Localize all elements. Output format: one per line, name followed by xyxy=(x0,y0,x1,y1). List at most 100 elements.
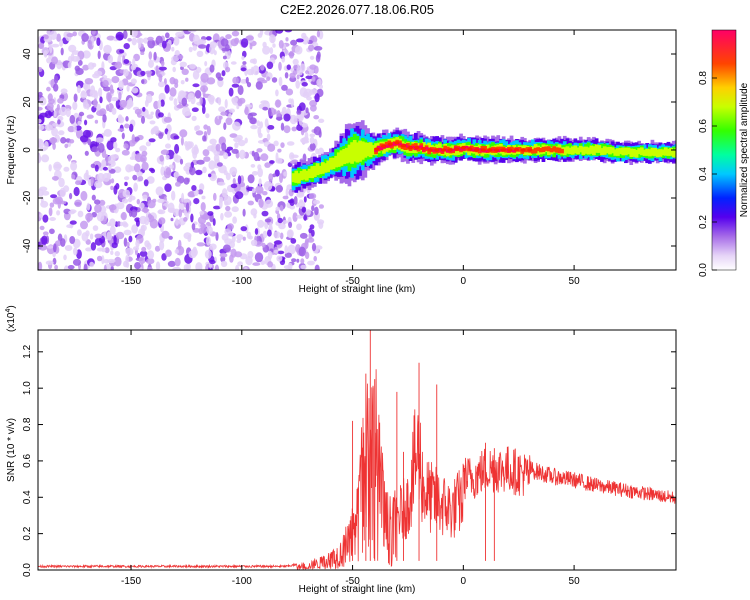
noise-blob xyxy=(145,141,151,147)
ridge-peak xyxy=(394,141,400,145)
noise-blob xyxy=(66,224,73,229)
ridge-cell xyxy=(560,148,564,154)
noise-blob xyxy=(134,262,141,270)
noise-blob xyxy=(142,106,146,112)
noise-blob xyxy=(94,237,103,246)
noise-blob xyxy=(206,125,211,136)
noise-blob xyxy=(132,174,138,181)
noise-blob xyxy=(280,122,285,131)
noise-blob xyxy=(167,202,175,213)
ridge-cell xyxy=(398,142,402,146)
noise-blob xyxy=(141,79,145,84)
noise-blob xyxy=(213,192,217,201)
noise-blob xyxy=(150,168,156,174)
noise-blob xyxy=(131,134,135,144)
noise-blob xyxy=(47,93,53,102)
noise-blob xyxy=(110,266,114,270)
noise-blob xyxy=(276,110,281,119)
noise-blob xyxy=(81,33,89,42)
noise-blob xyxy=(94,180,103,189)
noise-region xyxy=(38,30,325,270)
ridge-peak xyxy=(321,165,327,169)
noise-blob xyxy=(158,66,167,71)
noise-blob xyxy=(130,30,138,38)
noise-blob xyxy=(203,156,211,162)
noise-blob xyxy=(275,157,283,164)
noise-blob xyxy=(90,176,94,187)
noise-blob xyxy=(42,231,49,236)
ridge-peak xyxy=(454,147,460,151)
noise-blob xyxy=(84,150,89,156)
noise-blob xyxy=(133,53,141,62)
noise-blob xyxy=(223,122,227,130)
noise-blob xyxy=(269,222,273,231)
noise-blob xyxy=(301,137,306,145)
noise-blob xyxy=(313,199,320,205)
noise-blob xyxy=(231,83,240,88)
noise-blob xyxy=(75,67,84,76)
noise-blob xyxy=(53,243,57,253)
ridge-peak xyxy=(507,148,513,152)
noise-blob xyxy=(38,106,43,111)
noise-blob xyxy=(212,218,216,226)
noise-blob xyxy=(160,60,165,67)
ridge-cell xyxy=(666,148,671,156)
noise-blob xyxy=(96,103,101,112)
noise-blob xyxy=(296,223,302,231)
noise-blob xyxy=(174,143,180,154)
noise-blob xyxy=(309,64,317,70)
noise-blob xyxy=(38,118,42,124)
noise-blob xyxy=(143,179,149,187)
noise-blob xyxy=(221,188,228,198)
noise-blob xyxy=(206,236,211,246)
noise-blob xyxy=(224,201,229,206)
noise-blob xyxy=(153,51,157,61)
noise-blob xyxy=(217,181,226,186)
noise-blob xyxy=(264,218,272,223)
noise-blob xyxy=(288,98,293,104)
noise-blob xyxy=(313,126,322,136)
noise-blob xyxy=(237,175,242,185)
noise-blob xyxy=(254,252,264,263)
noise-blob xyxy=(188,30,197,33)
ridge-cell xyxy=(477,148,482,154)
ridge-cell xyxy=(477,148,482,151)
ridge-cell xyxy=(512,150,517,153)
noise-blob xyxy=(245,35,254,41)
noise-blob xyxy=(259,30,264,36)
noise-blob xyxy=(260,64,265,71)
ridge-cell xyxy=(637,148,641,155)
noise-blob xyxy=(267,229,272,237)
noise-blob xyxy=(131,224,139,234)
noise-blob xyxy=(313,46,323,51)
noise-blob xyxy=(240,67,247,72)
noise-blob xyxy=(94,233,103,239)
y-tick-label: 40 xyxy=(22,48,33,60)
noise-blob xyxy=(269,47,274,55)
noise-blob xyxy=(176,104,184,109)
noise-blob xyxy=(111,76,120,84)
noise-blob xyxy=(192,45,197,51)
noise-blob xyxy=(277,250,285,255)
noise-blob xyxy=(223,244,231,253)
y-tick-label: 1.0 xyxy=(22,381,33,395)
ridge-peak xyxy=(500,148,506,152)
noise-blob xyxy=(143,206,149,214)
noise-blob xyxy=(87,138,92,146)
noise-blob xyxy=(217,97,222,106)
noise-blob xyxy=(272,173,277,178)
noise-blob xyxy=(200,222,206,229)
noise-blob xyxy=(69,236,76,244)
noise-blob xyxy=(296,214,304,219)
noise-blob xyxy=(38,261,43,270)
noise-blob xyxy=(98,199,106,206)
ridge-cell xyxy=(533,147,538,154)
noise-blob xyxy=(285,37,289,42)
noise-blob xyxy=(292,58,299,66)
noise-blob xyxy=(135,239,140,248)
x-tick-label: -150 xyxy=(121,576,141,587)
noise-blob xyxy=(241,55,245,60)
noise-blob xyxy=(267,125,275,130)
noise-blob xyxy=(293,196,298,205)
ridge-cell xyxy=(387,144,392,148)
